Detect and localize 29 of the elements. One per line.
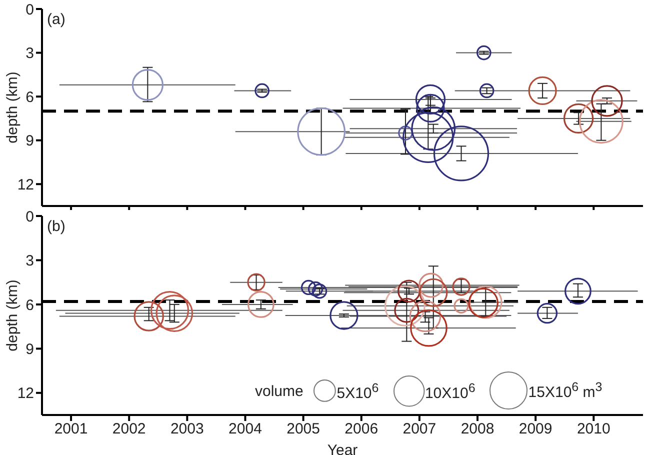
x-tick-label: 2007 [402, 420, 436, 438]
y-axis-title: depth (km) [4, 280, 21, 352]
y-tick-label: 0 [26, 208, 34, 226]
y-tick-label: 9 [26, 132, 34, 150]
x-tick-label: 2009 [518, 420, 552, 438]
y-tick-label: 9 [26, 340, 34, 358]
annotation: (a) [47, 11, 66, 28]
x-tick-label: 2008 [460, 420, 494, 438]
x-tick-label: 2004 [228, 420, 262, 438]
y-tick-label: 3 [26, 45, 34, 62]
y-tick-label: 0 [26, 1, 34, 18]
x-tick-label: 2010 [576, 420, 610, 438]
legend-label: 5X10$^{6}$ [336, 380, 379, 402]
legend-label: 10X10$^{6}$ [424, 380, 476, 402]
annotation: (b) [47, 218, 66, 235]
y-tick-label: 6 [26, 296, 34, 314]
x-tick-label: 2003 [170, 420, 204, 438]
y-axis-title: depth (km) [4, 72, 21, 144]
x-tick-label: 2006 [344, 420, 378, 438]
x-tick-label: 2005 [286, 420, 320, 438]
x-tick-label: 2002 [112, 420, 146, 438]
legend-label: 15X10$^{6}$ m$^{3}$ [528, 380, 602, 402]
x-tick-label: 2001 [54, 420, 88, 438]
y-tick-label: 3 [26, 252, 34, 270]
legend-title: volume [255, 382, 304, 400]
y-tick-label: 12 [17, 385, 34, 402]
x-axis-title: Year [327, 442, 358, 455]
y-tick-label: 6 [26, 88, 34, 106]
y-tick-label: 12 [17, 176, 34, 194]
